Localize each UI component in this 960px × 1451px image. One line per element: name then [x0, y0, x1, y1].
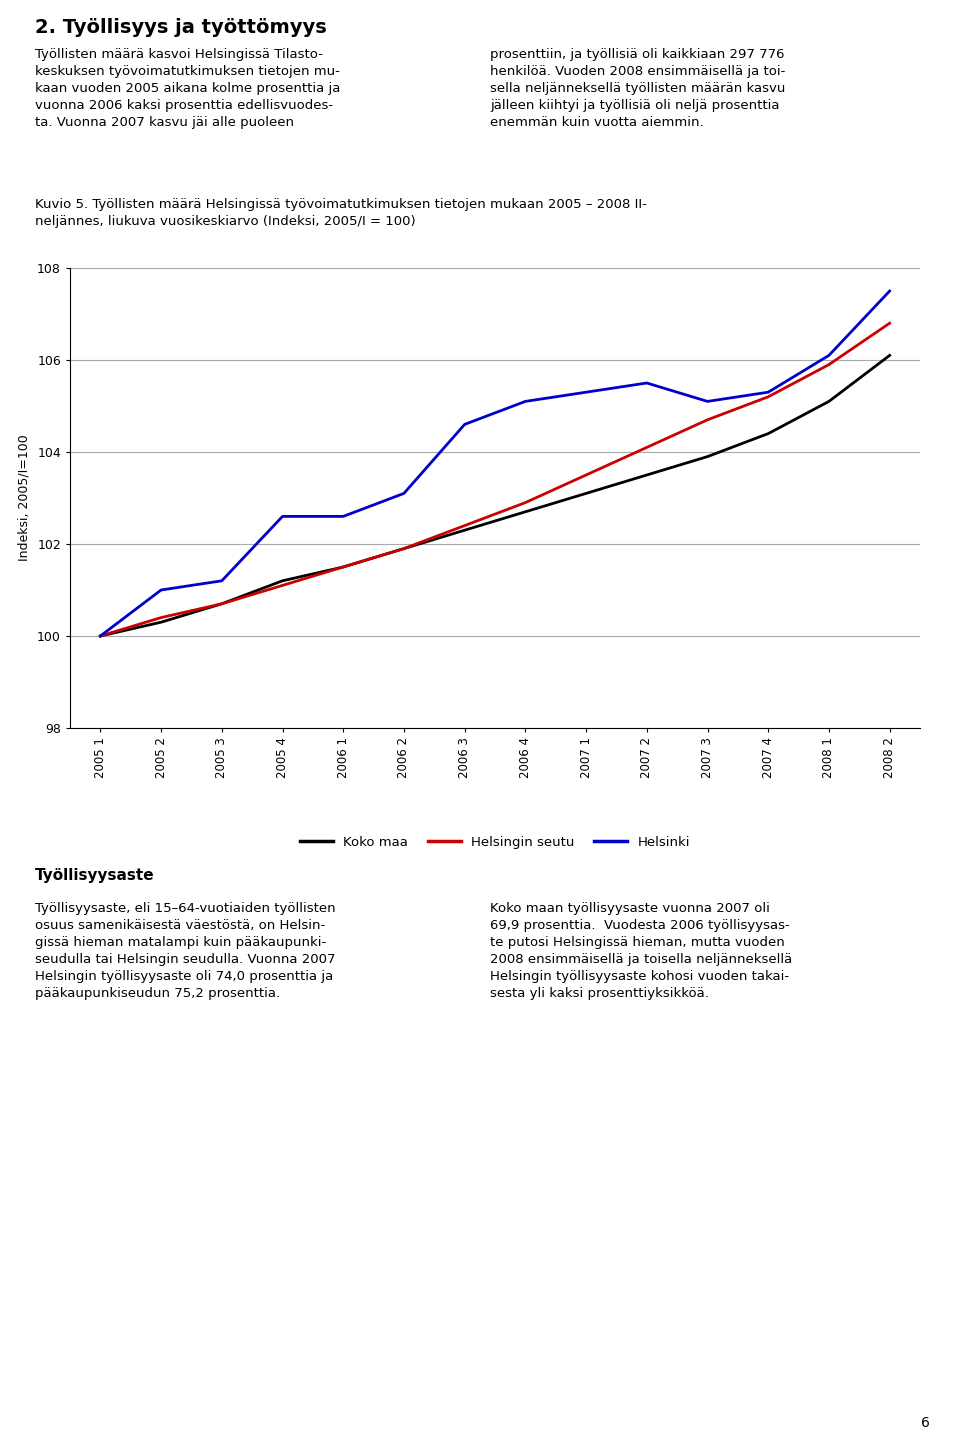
- Text: Työllisyysaste: Työllisyysaste: [35, 868, 155, 884]
- Y-axis label: Indeksi, 2005/I=100: Indeksi, 2005/I=100: [17, 435, 30, 562]
- Text: Työllisten määrä kasvoi Helsingissä Tilasto-
keskuksen työvoimatutkimuksen tieto: Työllisten määrä kasvoi Helsingissä Tila…: [35, 48, 341, 129]
- Text: Kuvio 5. Työllisten määrä Helsingissä työvoimatutkimuksen tietojen mukaan 2005 –: Kuvio 5. Työllisten määrä Helsingissä ty…: [35, 197, 647, 210]
- Text: neljännes, liukuva vuosikeskiarvo (Indeksi, 2005/I = 100): neljännes, liukuva vuosikeskiarvo (Indek…: [35, 215, 416, 228]
- Text: 2. Työllisyys ja työttömyys: 2. Työllisyys ja työttömyys: [35, 17, 326, 36]
- Text: 6: 6: [922, 1416, 930, 1431]
- Text: Työllisyysaste, eli 15–64-vuotiaiden työllisten
osuus samenikäisestä väestöstä, : Työllisyysaste, eli 15–64-vuotiaiden työ…: [35, 903, 336, 1000]
- Text: prosenttiin, ja työllisiä oli kaikkiaan 297 776
henkilöä. Vuoden 2008 ensimmäise: prosenttiin, ja työllisiä oli kaikkiaan …: [490, 48, 785, 129]
- Legend: Koko maa, Helsingin seutu, Helsinki: Koko maa, Helsingin seutu, Helsinki: [300, 836, 690, 849]
- Text: Koko maan työllisyysaste vuonna 2007 oli
69,9 prosenttia.  Vuodesta 2006 työllis: Koko maan työllisyysaste vuonna 2007 oli…: [490, 903, 792, 1000]
